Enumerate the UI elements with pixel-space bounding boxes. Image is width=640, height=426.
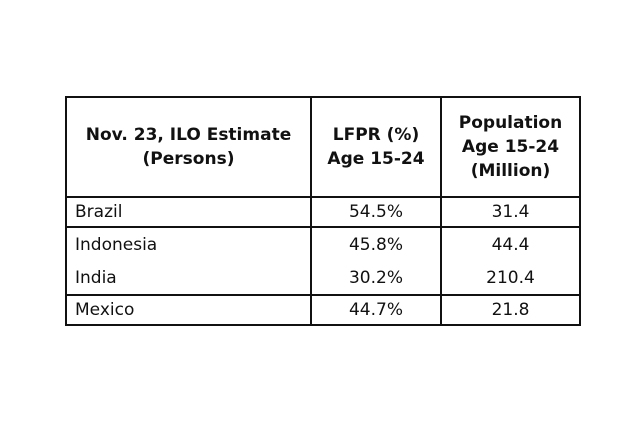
value-cell: 44.4	[491, 234, 530, 255]
country-cell: Brazil	[75, 202, 123, 222]
country-cell: India	[75, 267, 117, 288]
table-border	[65, 96, 581, 98]
value-cell: 210.4	[486, 267, 535, 288]
value-cell: 54.5%	[348, 202, 403, 222]
value-cell: 45.8%	[348, 234, 403, 255]
column-divider	[310, 96, 312, 326]
value-cell: 21.8	[491, 300, 530, 320]
column-divider	[440, 96, 442, 326]
country-cell: Mexico	[75, 300, 135, 320]
table-border	[579, 96, 581, 326]
header-cell: LFPR (%) Age 15-24	[312, 98, 440, 196]
value-cell: 44.7%	[348, 300, 403, 320]
header-text: (Persons)	[142, 149, 235, 169]
header-text: Population	[458, 113, 563, 133]
row-divider	[65, 294, 581, 296]
header-text: Age 15-24	[461, 137, 560, 157]
header-text: (Million)	[470, 161, 551, 181]
row-divider	[65, 226, 581, 228]
country-cell: Indonesia	[75, 234, 158, 255]
header-text: LFPR (%)	[332, 125, 420, 145]
value-cell: 31.4	[491, 202, 530, 222]
header-text: Nov. 23, ILO Estimate	[85, 125, 292, 145]
header-text: Age 15-24	[327, 149, 425, 169]
row-divider	[65, 196, 581, 198]
table-border	[65, 96, 67, 326]
header-cell: Nov. 23, ILO Estimate (Persons)	[67, 98, 310, 196]
header-cell: Population Age 15-24 (Million)	[442, 98, 579, 196]
table-border	[65, 324, 581, 326]
value-cell: 30.2%	[348, 267, 403, 288]
